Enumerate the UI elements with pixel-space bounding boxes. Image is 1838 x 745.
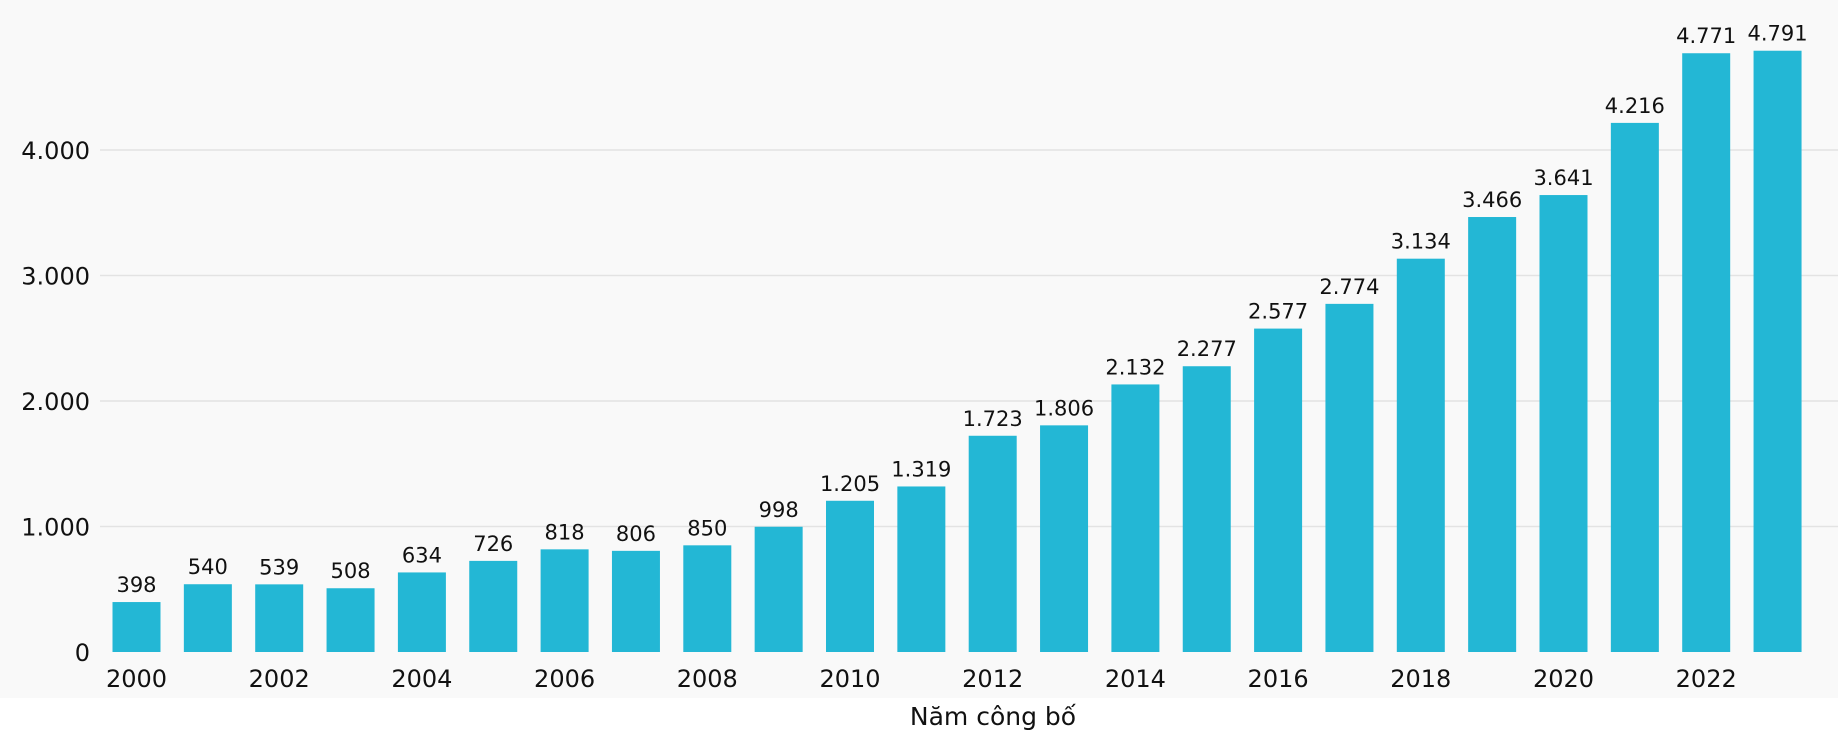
bar (1111, 384, 1160, 652)
data-label: 998 (759, 498, 799, 522)
bar (826, 500, 874, 652)
y-tick-label: 1.000 (21, 514, 90, 542)
x-tick-label: 2006 (534, 665, 595, 693)
bar (968, 435, 1017, 652)
bar (183, 584, 232, 652)
y-tick-label: 3.000 (21, 263, 90, 291)
data-label: 3.466 (1462, 188, 1522, 212)
data-label: 508 (331, 559, 371, 583)
x-tick-label: 2020 (1533, 665, 1594, 693)
bar (255, 584, 304, 652)
x-tick-label: 2004 (391, 665, 452, 693)
data-label: 3.134 (1391, 230, 1451, 254)
data-label: 3.641 (1533, 166, 1593, 190)
x-tick-label: 2012 (962, 665, 1023, 693)
bar (112, 602, 161, 652)
data-label: 726 (473, 532, 513, 556)
y-tick-label: 2.000 (21, 388, 90, 416)
bar (754, 526, 803, 652)
x-tick-label: 2000 (106, 665, 167, 693)
x-tick-label: 2008 (677, 665, 738, 693)
data-label: 4.771 (1676, 24, 1736, 48)
bars (112, 50, 1802, 653)
bar (397, 572, 446, 652)
data-label: 806 (616, 522, 656, 546)
data-label: 398 (116, 573, 156, 597)
x-axis-ticks: 2000 2002 2004 2006 2008 2010 2012 2014 2016 2018… (106, 665, 1737, 693)
bar (1396, 258, 1445, 652)
bar (1040, 425, 1089, 652)
data-label: 2.577 (1248, 300, 1308, 324)
x-tick-label: 2010 (819, 665, 880, 693)
data-label: 539 (259, 555, 299, 579)
bar (683, 545, 732, 652)
x-axis-title: Năm công bố (910, 702, 1077, 731)
data-label: 2.132 (1105, 355, 1165, 379)
x-tick-label: 2018 (1390, 665, 1451, 693)
x-tick-label: 2022 (1676, 665, 1737, 693)
bar (1539, 195, 1588, 652)
bar (1325, 303, 1374, 652)
y-axis-ticks: 0 1.000 2.000 3.000 4.000 (21, 137, 90, 667)
bar (540, 549, 589, 652)
bar (1610, 122, 1659, 653)
bar (611, 550, 660, 652)
data-label: 818 (545, 520, 585, 544)
x-tick-label: 2002 (249, 665, 310, 693)
bar (1468, 217, 1517, 652)
data-label: 1.205 (820, 472, 880, 496)
data-label: 540 (188, 555, 228, 579)
x-tick-label: 2014 (1105, 665, 1166, 693)
x-tick-label: 2016 (1248, 665, 1309, 693)
bar (1753, 50, 1802, 653)
y-tick-label: 0 (75, 639, 90, 667)
data-label: 1.806 (1034, 396, 1094, 420)
data-label: 850 (687, 516, 727, 540)
data-label: 4.216 (1605, 94, 1665, 118)
data-label: 4.791 (1747, 22, 1807, 46)
bar (897, 486, 946, 652)
bar (469, 560, 518, 652)
data-label: 1.319 (891, 457, 951, 481)
data-label: 634 (402, 543, 442, 567)
data-labels: 398 540 539 508 634 726 818 806 850 998 1.205 1.319… (116, 22, 1807, 597)
y-tick-label: 4.000 (21, 137, 90, 165)
bar (326, 588, 375, 652)
data-label: 1.723 (963, 407, 1023, 431)
bar (1182, 366, 1231, 652)
data-label: 2.774 (1319, 275, 1379, 299)
data-label: 2.277 (1177, 337, 1237, 361)
bar (1682, 53, 1731, 652)
bar (1254, 328, 1303, 652)
